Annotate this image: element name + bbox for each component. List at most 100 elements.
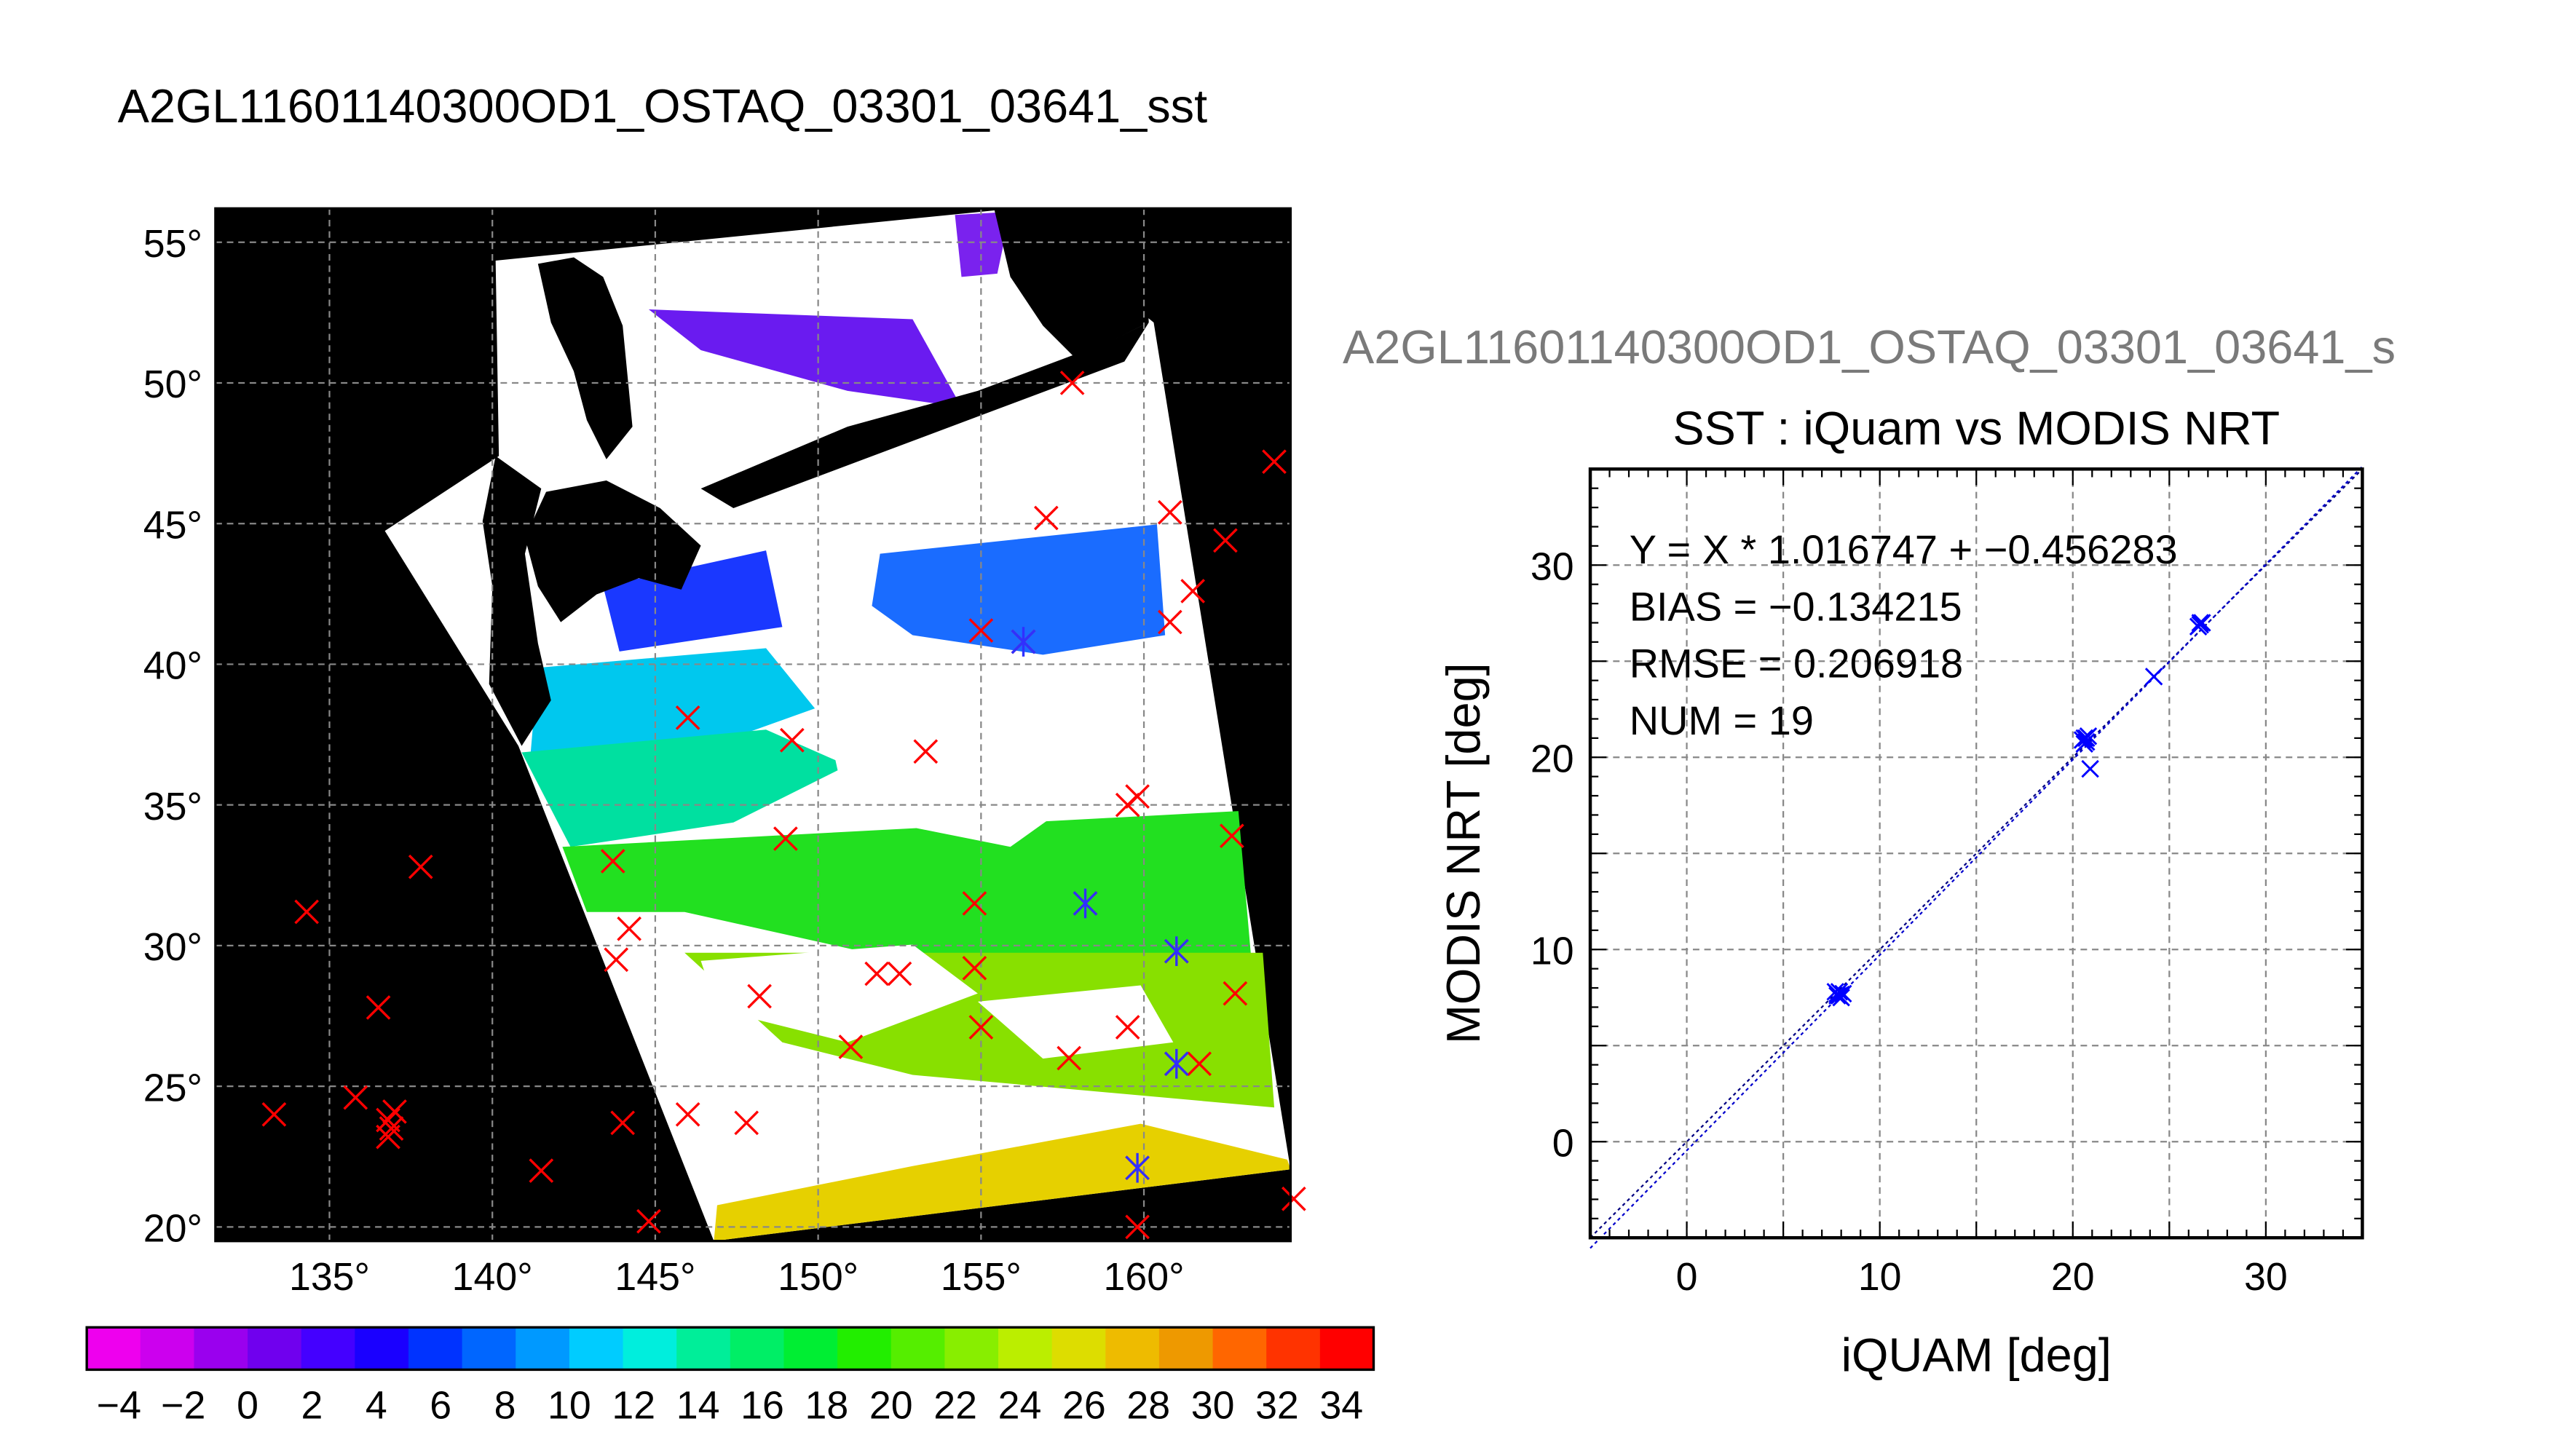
colorbar-tick-label: 16 — [741, 1384, 784, 1428]
red-match-marker — [968, 1015, 994, 1040]
colorbar-cell — [1319, 1327, 1375, 1370]
sst-map: 135° 140° 145° 150° 155° 160° 55° 50° 45° 40° 35°… — [143, 207, 1306, 1299]
latitude-tick-label: 50° — [143, 363, 202, 406]
red-match-marker — [838, 1034, 864, 1059]
colorbar-cell — [516, 1327, 571, 1370]
map-swath — [384, 208, 1291, 1241]
data-points — [1826, 614, 2211, 1007]
colorbar-cell — [944, 1327, 1000, 1370]
colorbar-cell — [891, 1327, 946, 1370]
sst-band-purple-north — [955, 211, 1011, 277]
x-tick-label: 20 — [2051, 1255, 2095, 1299]
axis-ticks — [1589, 468, 2364, 1239]
y-tick-label: 20 — [1531, 737, 1574, 780]
red-match-marker — [1115, 1015, 1140, 1040]
colorbar-tick-label: 28 — [1126, 1384, 1170, 1428]
red-match-marker — [962, 955, 987, 981]
latitude-axis: 55° 50° 45° 40° 35° 30° 25° 20° — [143, 222, 202, 1251]
y-tick-label: 0 — [1552, 1121, 1574, 1165]
colorbar-tick-label: 12 — [612, 1384, 655, 1428]
data-point — [1830, 983, 1849, 1001]
cloud-gap — [700, 944, 978, 1042]
data-point — [2189, 617, 2208, 636]
red-match-marker — [1180, 579, 1206, 604]
longitude-tick-label: 135° — [289, 1255, 370, 1299]
data-point — [1834, 984, 1852, 1003]
red-match-marker — [294, 899, 320, 925]
colorbar: −4 −2 0 2 4 6 8 10 12 14 16 18 20 22 24 26 28 30 32 34 — [85, 1326, 1375, 1428]
colorbar-tick-label: 20 — [869, 1384, 913, 1428]
match-markers — [261, 371, 1306, 1240]
colorbar-frame — [85, 1326, 1375, 1372]
red-match-marker — [962, 891, 987, 916]
red-match-marker — [1057, 1045, 1081, 1071]
red-match-marker — [366, 995, 391, 1020]
red-match-marker — [408, 854, 433, 879]
red-match-marker — [1282, 1186, 1306, 1211]
stats-annotation: Y = X * 1.016747 + −0.456283 BIAS = −0.1… — [1630, 526, 2178, 743]
y-axis-label: MODIS NRT [deg] — [1437, 662, 1490, 1044]
sst-band-teal — [521, 729, 848, 847]
red-match-marker — [529, 1158, 554, 1183]
longitude-tick-label: 150° — [778, 1255, 858, 1299]
reference-lines — [1590, 466, 2364, 1249]
red-match-marker — [1158, 499, 1182, 525]
land-sakhalin — [537, 257, 633, 459]
longitude-axis: 135° 140° 145° 150° 155° 160° — [289, 1255, 1185, 1299]
colorbar-cell — [87, 1327, 141, 1370]
colorbar-tick-label: 0 — [237, 1384, 258, 1428]
red-match-marker — [604, 947, 629, 973]
red-match-marker — [343, 1085, 368, 1110]
red-match-marker — [261, 1101, 287, 1127]
red-match-marker — [617, 916, 641, 941]
y-tick-label: 30 — [1531, 545, 1574, 588]
data-point — [2075, 735, 2093, 753]
colorbar-cell — [1158, 1327, 1214, 1370]
blue-match-marker — [1125, 1152, 1150, 1183]
colorbar-tick-label: 14 — [676, 1384, 720, 1428]
longitude-tick-label: 155° — [941, 1255, 1022, 1299]
colorbar-cell — [837, 1327, 892, 1370]
red-match-marker — [968, 618, 994, 643]
bias-value: BIAS = −0.134215 — [1630, 583, 1962, 629]
red-match-marker — [379, 1116, 404, 1141]
latitude-tick-label: 20° — [143, 1207, 202, 1251]
colorbar-cell — [1212, 1327, 1268, 1370]
colorbar-cell — [998, 1327, 1053, 1370]
colorbar-cells — [87, 1327, 1375, 1370]
colorbar-tick-label: −4 — [97, 1384, 141, 1428]
cloud-gap — [977, 985, 1174, 1059]
colorbar-tick-label: 34 — [1319, 1384, 1363, 1428]
colorbar-cell — [301, 1327, 356, 1370]
red-match-marker — [1213, 528, 1238, 553]
y-tick-labels: 0 10 20 30 — [1531, 545, 1574, 1165]
sst-band-yellow — [714, 1123, 1291, 1241]
colorbar-tick-label: −2 — [161, 1384, 205, 1428]
y-tick-label: 10 — [1531, 929, 1574, 973]
red-match-marker — [675, 1101, 700, 1127]
data-point — [2191, 614, 2209, 632]
map-land — [482, 208, 1149, 746]
fit-equation: Y = X * 1.016747 + −0.456283 — [1630, 526, 2178, 572]
red-match-marker — [1033, 505, 1059, 531]
rmse-value: RMSE = 0.206918 — [1630, 641, 1963, 687]
red-match-marker — [773, 826, 798, 851]
red-match-marker — [864, 961, 890, 986]
longitude-tick-label: 160° — [1104, 1255, 1185, 1299]
latitude-tick-label: 25° — [143, 1066, 202, 1109]
red-match-marker — [636, 1208, 661, 1234]
red-match-marker — [610, 1110, 636, 1136]
longitude-tick-label: 140° — [452, 1255, 533, 1299]
x-tick-label: 10 — [1858, 1255, 1902, 1299]
colorbar-cell — [569, 1327, 624, 1370]
red-match-marker — [376, 1124, 400, 1150]
data-point — [2144, 668, 2163, 686]
colorbar-cell — [194, 1327, 249, 1370]
colorbar-tick-labels: −4 −2 0 2 4 6 8 10 12 14 16 18 20 22 24 26 28 30 32 34 — [97, 1384, 1363, 1428]
longitude-tick-label: 145° — [615, 1255, 695, 1299]
data-point — [1832, 989, 1850, 1007]
colorbar-cell — [248, 1327, 302, 1370]
land-kurils — [700, 322, 1149, 508]
num-value: NUM = 19 — [1630, 697, 1814, 743]
map-grid — [215, 208, 1291, 1241]
